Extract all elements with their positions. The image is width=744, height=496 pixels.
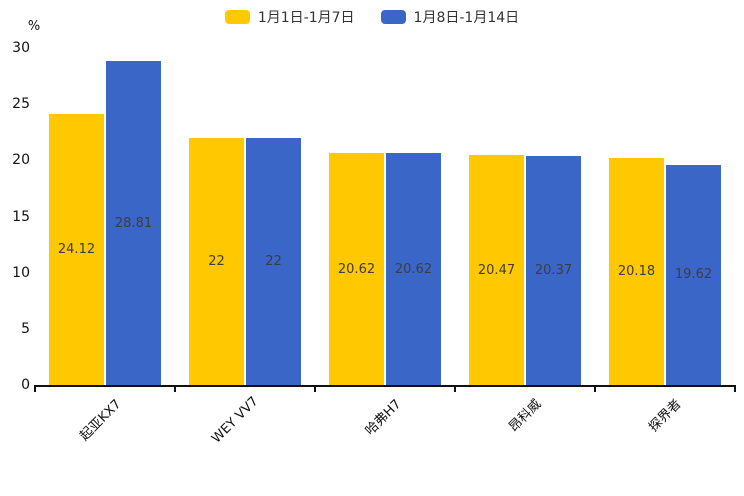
y-axis-tick-label: 25 [12, 96, 30, 113]
bar-series1-哈弗H7[interactable] [329, 153, 384, 385]
bar-series1-WEY VV7[interactable] [189, 137, 244, 385]
x-axis-tick [594, 385, 596, 392]
bar-series1-探界者[interactable] [609, 158, 664, 385]
legend-swatch-yellow-icon [224, 10, 250, 24]
legend-swatch-blue-icon [380, 10, 406, 24]
x-axis-category-label: 起亚KX7 [77, 396, 125, 444]
x-axis-line [34, 385, 736, 387]
legend-label-week2: 1月8日-1月14日 [413, 10, 520, 26]
legend-item-week1[interactable]: 1月1日-1月7日 [224, 7, 355, 27]
y-axis-tick-label: 0 [21, 377, 30, 393]
y-axis-tick-label: 15 [12, 208, 30, 225]
bar-series2-WEY VV7[interactable] [246, 137, 301, 385]
bar-series2-探界者[interactable] [666, 164, 721, 385]
y-axis-tick-label: 10 [12, 264, 30, 281]
bar-series1-昂科威[interactable] [469, 155, 524, 385]
x-axis-category-label: WEY VV7 [209, 394, 262, 447]
x-axis-tick [174, 385, 176, 392]
x-axis-tick [34, 385, 36, 392]
bar-series1-起亚KX7[interactable] [49, 114, 104, 385]
x-axis-category-label: 探界者 [646, 396, 685, 436]
x-axis-tick [314, 385, 316, 392]
y-axis-tick-label: 30 [12, 40, 30, 56]
y-axis-tick-label: 20 [12, 152, 30, 169]
legend-item-week2[interactable]: 1月8日-1月14日 [380, 7, 520, 27]
y-axis-tick-label: 5 [21, 320, 30, 337]
y-axis-unit-label: % [27, 19, 41, 34]
x-axis-tick [734, 385, 736, 392]
x-axis-category-label: 昂科威 [506, 396, 545, 436]
legend-label-week1: 1月1日-1月7日 [257, 10, 355, 26]
bar-series2-昂科威[interactable] [526, 156, 581, 385]
bar-series2-哈弗H7[interactable] [386, 153, 441, 385]
bar-series2-起亚KX7[interactable] [106, 61, 161, 385]
x-axis-category-label: 哈弗H7 [362, 396, 405, 439]
legend: 1月1日-1月7日 1月8日-1月14日 [0, 7, 744, 27]
x-axis-tick [454, 385, 456, 392]
